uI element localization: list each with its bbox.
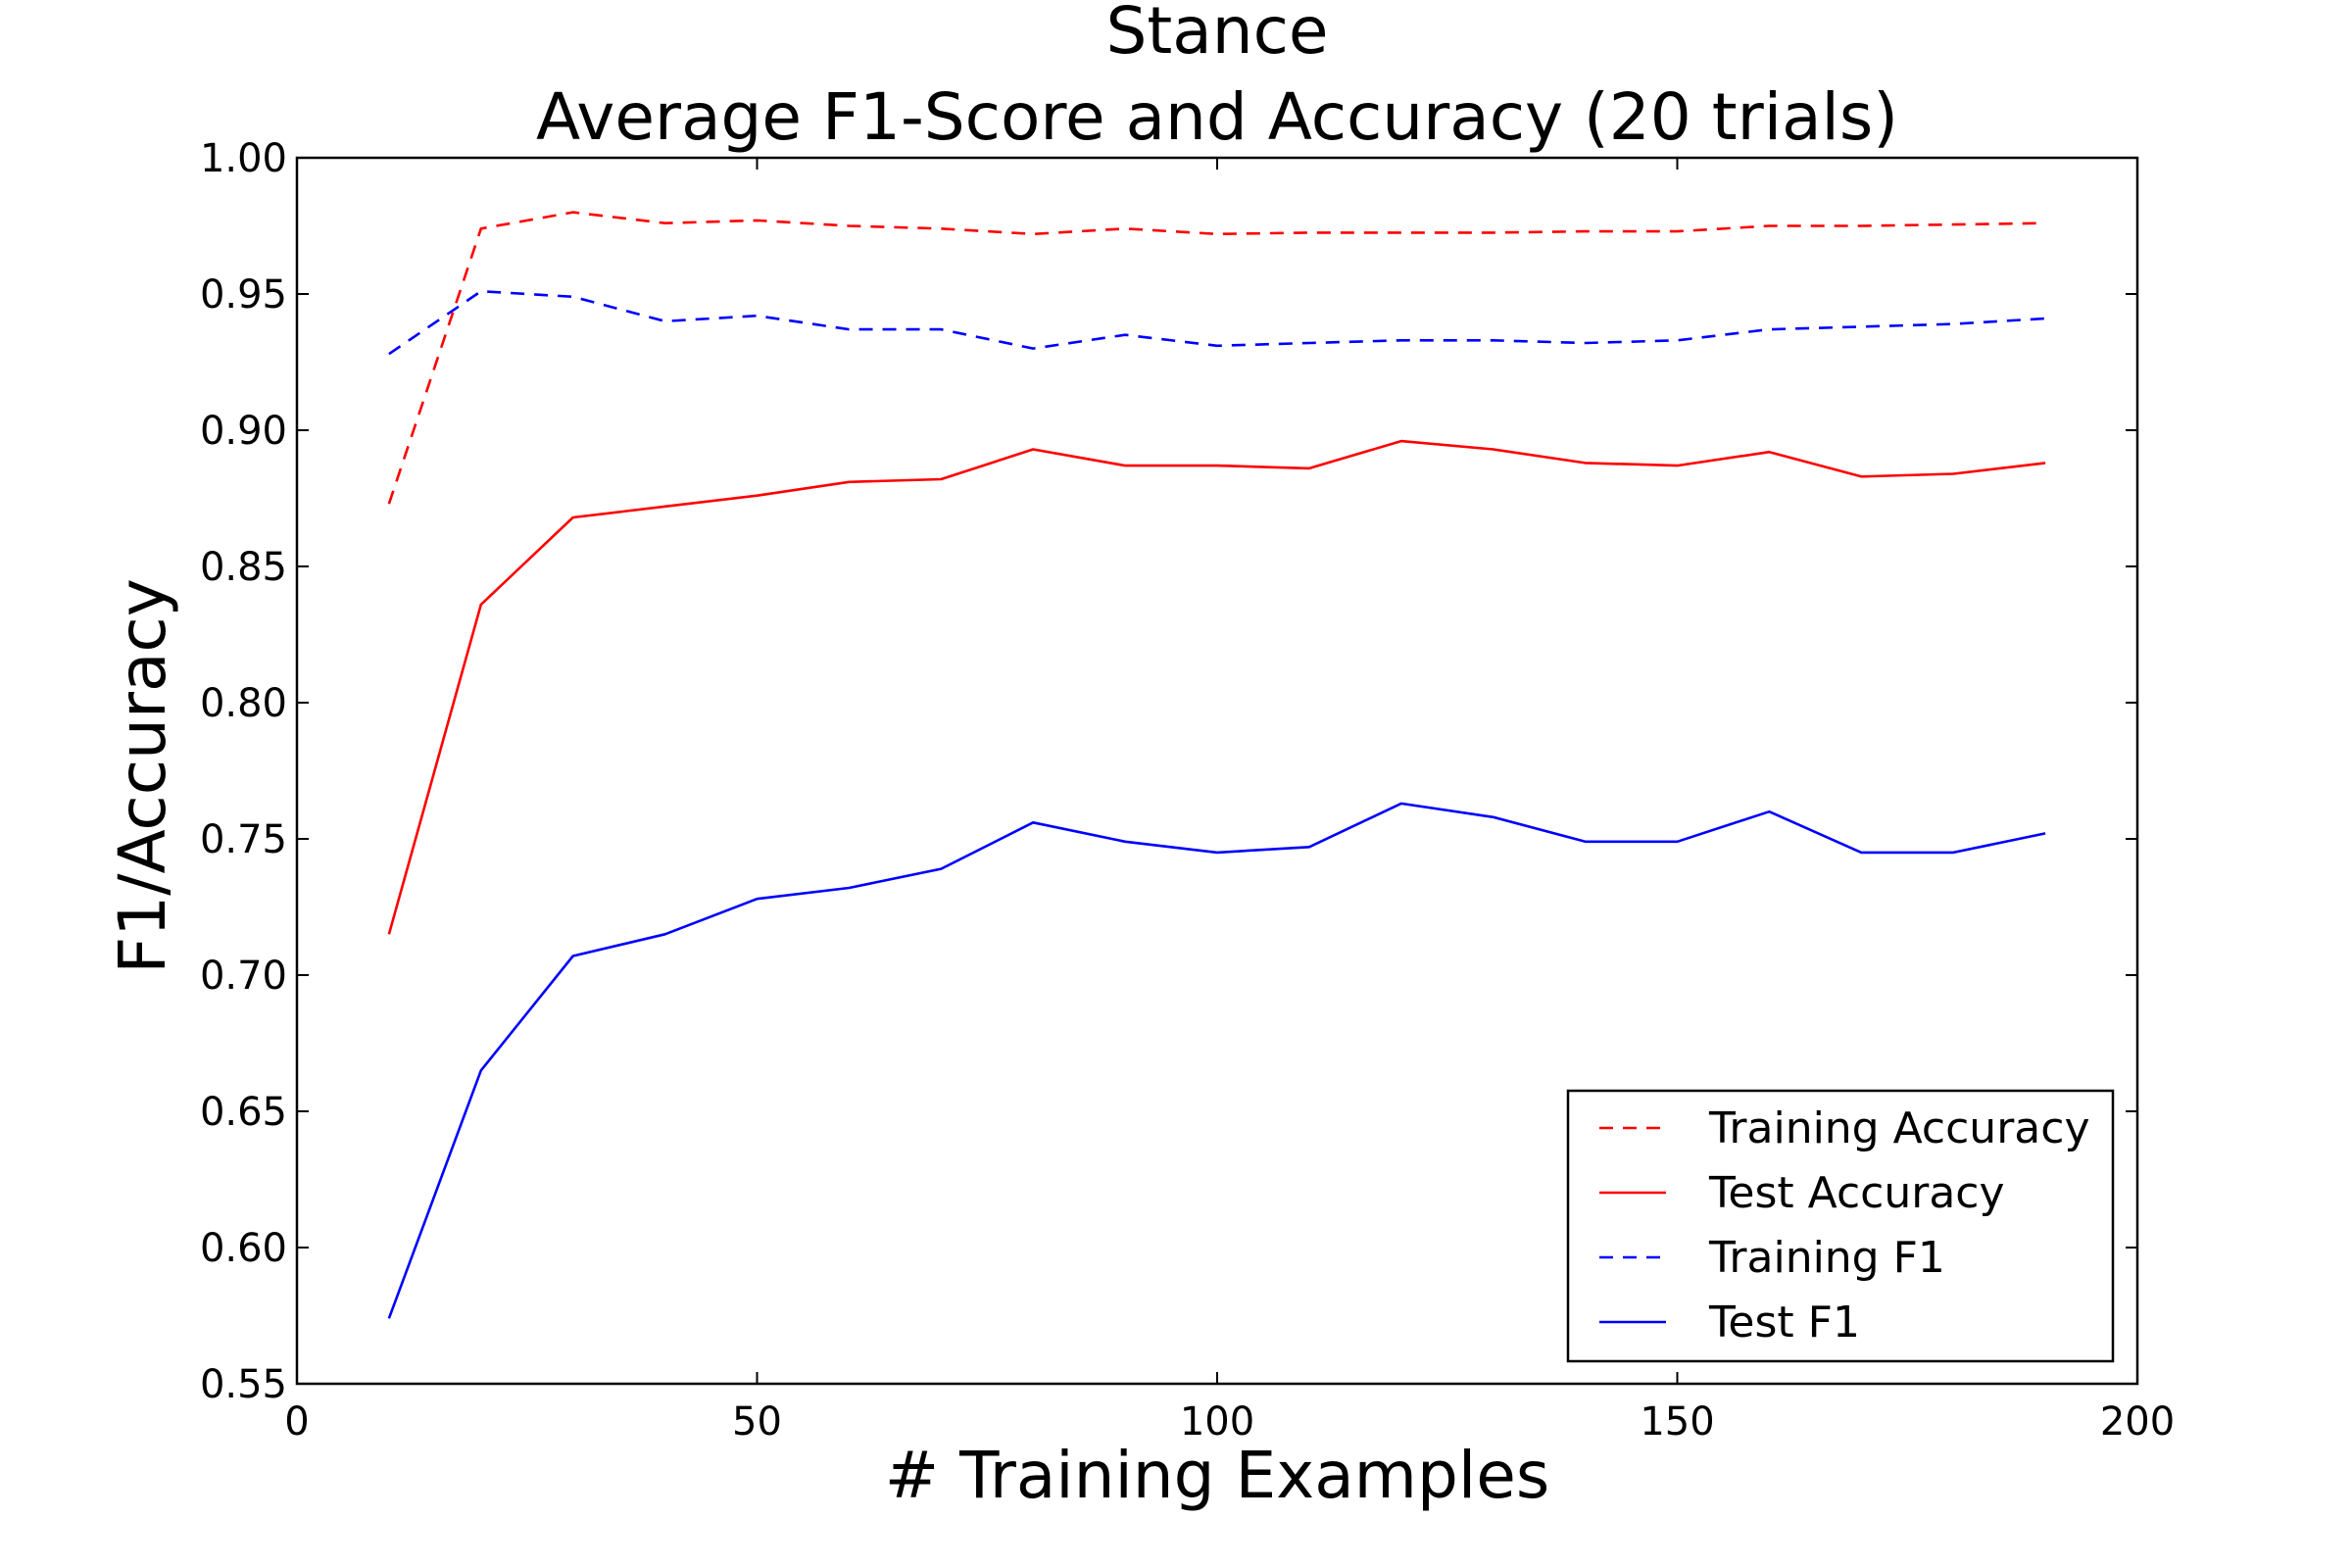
y-tick-label-3: 0.70 [200, 954, 287, 999]
x-tick-label-2: 100 [1180, 1399, 1254, 1445]
legend-box [1566, 1089, 2115, 1363]
x-tick-label-3: 150 [1640, 1399, 1714, 1445]
y-tick-label-7: 0.90 [200, 409, 287, 454]
series-line-2 [387, 439, 2046, 935]
x-tick-label-0: 0 [284, 1399, 309, 1445]
legend-label-2: Test Accuracy [1708, 1168, 2005, 1218]
chart-subtitle: Average F1-Score and Accuracy (20 trials… [536, 79, 1898, 155]
y-tick-label-5: 0.80 [200, 681, 287, 726]
legend: Training Accuracy Test Accuracy Training F… [1566, 1089, 2115, 1363]
y-tick-label-6: 0.85 [200, 545, 287, 590]
series-layer [387, 211, 2046, 1319]
y-tick-label-4: 0.75 [200, 817, 287, 862]
y-tick-label-0: 0.55 [200, 1362, 287, 1407]
y-tick-label-9: 1.00 [200, 136, 287, 181]
chart-title: Stance [1106, 0, 1329, 69]
series-line-1 [387, 211, 2046, 505]
x-tick-label-4: 200 [2100, 1399, 2175, 1445]
y-tick-label-1: 0.60 [200, 1226, 287, 1271]
series-line-4 [387, 802, 2046, 1319]
x-tick-label-1: 50 [732, 1399, 782, 1445]
y-axis-label: F1/Accuracy [105, 578, 180, 974]
legend-label-4: Test F1 [1708, 1298, 1860, 1348]
y-tick-label-2: 0.65 [200, 1090, 287, 1135]
axes-layer [295, 156, 2139, 1386]
tick-label-layer: 0 50 100 150 200 0.55 0.60 0.65 0.70 0.75 0.80 0.85… [200, 136, 2175, 1445]
legend-label-3: Training F1 [1708, 1233, 1945, 1283]
legend-label-1: Training Accuracy [1708, 1103, 2089, 1153]
series-line-3 [388, 289, 2046, 356]
x-axis-label: # Training Examples [885, 1438, 1549, 1513]
y-tick-label-8: 0.95 [200, 272, 287, 318]
